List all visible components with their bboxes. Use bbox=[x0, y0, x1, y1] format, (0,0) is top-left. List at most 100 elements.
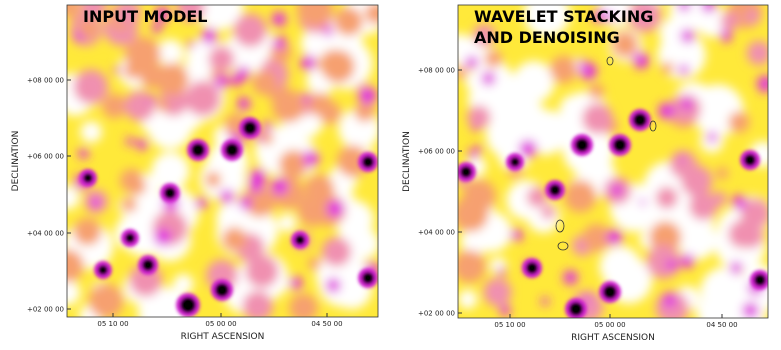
emission-region bbox=[208, 46, 235, 72]
bright-region bbox=[541, 297, 549, 306]
emission-region bbox=[67, 5, 80, 17]
source bbox=[164, 187, 176, 199]
emission-region bbox=[205, 171, 221, 188]
emission-region bbox=[655, 186, 678, 209]
y-axis-label: DECLINATION bbox=[402, 131, 412, 192]
emission-region bbox=[612, 31, 639, 58]
emission-region bbox=[588, 83, 605, 100]
source bbox=[180, 297, 196, 313]
white-region bbox=[486, 116, 528, 158]
bright-region bbox=[658, 102, 675, 120]
bright-region bbox=[148, 95, 157, 104]
bright-region bbox=[678, 5, 691, 12]
bright-region bbox=[519, 139, 537, 158]
y-tick-label: +08 00 00 bbox=[418, 67, 455, 75]
sky-map bbox=[458, 5, 768, 318]
bright-region bbox=[465, 56, 479, 69]
emission-region bbox=[458, 66, 468, 79]
bright-region bbox=[219, 189, 235, 204]
white-region bbox=[624, 193, 646, 215]
bright-region bbox=[729, 261, 743, 275]
x-tick-label: 05 10 00 bbox=[97, 320, 128, 328]
bright-region bbox=[510, 228, 523, 242]
bright-region bbox=[731, 194, 747, 210]
emission-region bbox=[582, 103, 613, 134]
bright-region bbox=[475, 144, 483, 153]
emission-region bbox=[242, 290, 274, 317]
emission-region bbox=[740, 198, 768, 229]
bright-region bbox=[215, 74, 230, 89]
bright-region bbox=[481, 71, 496, 86]
emission-region bbox=[649, 221, 682, 254]
bright-region bbox=[606, 229, 623, 246]
bright-region bbox=[678, 155, 685, 162]
contour bbox=[557, 241, 569, 251]
emission-region bbox=[260, 132, 274, 145]
bright-region bbox=[662, 292, 677, 308]
source bbox=[125, 233, 135, 243]
x-tick-label: 05 10 00 bbox=[494, 321, 525, 329]
white-region bbox=[156, 39, 184, 66]
source bbox=[569, 302, 583, 316]
emission-region bbox=[526, 186, 548, 208]
white-region bbox=[151, 151, 190, 190]
emission-region bbox=[321, 236, 352, 267]
bright-region bbox=[186, 40, 195, 49]
bright-region bbox=[302, 93, 312, 103]
contour bbox=[649, 120, 657, 132]
bright-region bbox=[302, 150, 320, 167]
x-axis-label: RIGHT ASCENSION bbox=[571, 333, 655, 343]
emission-region bbox=[458, 250, 486, 283]
emission-region bbox=[222, 227, 247, 252]
white-region bbox=[278, 213, 297, 232]
source bbox=[526, 262, 538, 274]
emission-region bbox=[728, 111, 750, 133]
bright-region bbox=[78, 148, 89, 159]
x-tick-label: 04 50 00 bbox=[311, 320, 342, 328]
bright-region bbox=[680, 253, 695, 269]
emission-region bbox=[483, 278, 512, 307]
white-region bbox=[67, 185, 80, 210]
contour bbox=[555, 219, 565, 233]
white-region bbox=[465, 70, 488, 93]
emission-region bbox=[88, 283, 124, 317]
bright-region bbox=[323, 26, 334, 37]
bright-region bbox=[125, 137, 135, 146]
emission-region bbox=[646, 244, 681, 279]
x-tick-label: 05 00 00 bbox=[205, 320, 236, 328]
bright-region bbox=[73, 32, 84, 43]
bright-region bbox=[289, 276, 303, 290]
bright-region bbox=[273, 35, 287, 50]
panel-title: INPUT MODEL bbox=[83, 7, 207, 26]
bright-region bbox=[262, 121, 273, 132]
bright-region bbox=[201, 28, 218, 45]
bright-region bbox=[237, 97, 251, 111]
emission-region bbox=[661, 61, 674, 74]
emission-region bbox=[124, 90, 156, 122]
emission-region bbox=[296, 5, 333, 27]
bright-region bbox=[236, 66, 251, 80]
emission-region bbox=[279, 149, 308, 179]
emission-region bbox=[484, 49, 503, 68]
y-tick-label: +04 00 00 bbox=[418, 229, 455, 237]
emission-region bbox=[473, 24, 496, 47]
white-region bbox=[348, 228, 378, 260]
emission-region bbox=[307, 257, 321, 271]
bright-region bbox=[271, 11, 287, 27]
emission-region bbox=[669, 150, 697, 179]
emission-region bbox=[121, 197, 137, 213]
y-tick-label: +06 00 00 bbox=[418, 148, 455, 156]
white-region bbox=[147, 104, 193, 150]
emission-region bbox=[541, 205, 556, 220]
emission-region bbox=[252, 70, 277, 96]
bright-region bbox=[248, 177, 264, 193]
x-tick-label: 05 00 00 bbox=[594, 321, 625, 329]
emission-region bbox=[176, 5, 205, 22]
white-region bbox=[620, 287, 638, 304]
emission-region bbox=[711, 191, 727, 207]
bright-region bbox=[592, 8, 607, 23]
x-axis-label: RIGHT ASCENSION bbox=[181, 332, 265, 342]
emission-region bbox=[334, 7, 363, 36]
emission-region bbox=[73, 217, 102, 246]
